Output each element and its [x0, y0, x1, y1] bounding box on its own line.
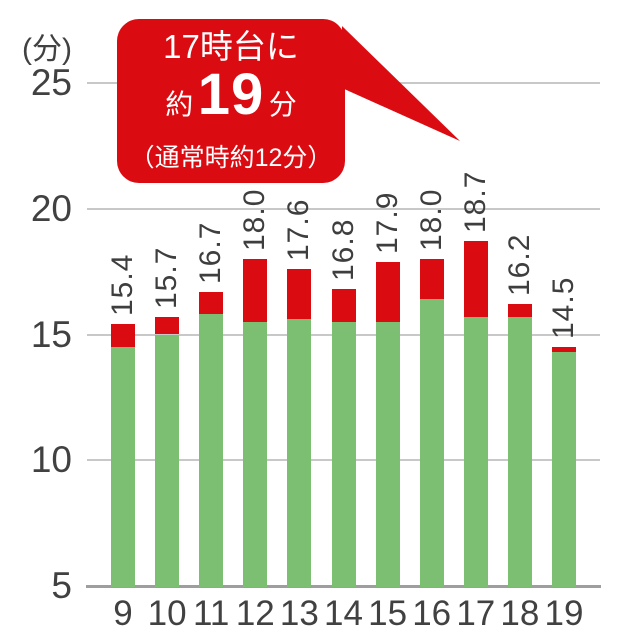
bar-segment-extra-10 — [155, 316, 180, 335]
bar-segment-normal-15 — [375, 321, 400, 587]
bar-value-label-10: 15.7 — [150, 246, 184, 309]
x-tick-label-16: 16 — [412, 594, 452, 633]
callout-approx-prefix: 約 — [165, 88, 194, 120]
callout-value-line: 約 19 分 — [165, 65, 297, 136]
bar-segment-extra-13 — [287, 269, 312, 320]
x-tick-label-15: 15 — [368, 594, 408, 633]
bar-value-label-17: 18.7 — [458, 171, 492, 234]
bar-value-label-13: 17.6 — [282, 198, 316, 262]
bar-value-label-18: 16.2 — [502, 233, 536, 297]
bar-segment-normal-12 — [243, 321, 268, 587]
y-tick-label-10: 10 — [30, 439, 72, 481]
bar-value-label-15: 17.9 — [370, 191, 404, 254]
bar-segment-extra-11 — [199, 291, 224, 315]
bar-value-label-11: 16.7 — [194, 221, 228, 284]
bar-value-label-19: 14.5 — [547, 276, 580, 340]
bar-segment-extra-18 — [507, 304, 532, 317]
y-tick-label-20: 20 — [30, 187, 72, 229]
x-tick-label-18: 18 — [500, 594, 540, 633]
bar-value-label-14: 16.8 — [326, 218, 360, 282]
bar-segment-normal-10 — [155, 334, 180, 587]
callout-note: （通常時約12分） — [129, 143, 333, 172]
bar-segment-normal-18 — [507, 316, 532, 587]
callout-bubble: 17時台に 約 19 分 （通常時約12分） — [117, 19, 345, 183]
x-tick-label-12: 12 — [235, 594, 275, 633]
x-tick-label-17: 17 — [456, 594, 496, 633]
x-tick-label-14: 14 — [324, 594, 363, 633]
y-tick-label-5: 5 — [51, 565, 72, 606]
bar-segment-normal-11 — [199, 314, 224, 587]
bar-value-label-9: 15.4 — [106, 254, 139, 317]
bar-segment-normal-19 — [552, 352, 576, 587]
x-tick-label-9: 9 — [113, 594, 133, 633]
y-tick-label-15: 15 — [30, 313, 72, 355]
bar-value-label-16: 18.0 — [414, 188, 448, 252]
x-tick-label-19: 19 — [544, 594, 584, 633]
bar-segment-normal-17 — [463, 316, 488, 587]
bar-segment-extra-9 — [111, 324, 135, 348]
bar-segment-normal-9 — [111, 347, 135, 587]
bar-value-label-12: 18.0 — [238, 188, 272, 252]
bar-segment-normal-14 — [331, 321, 356, 587]
bar-segment-normal-16 — [419, 299, 444, 587]
y-axis-unit-label: (分) — [22, 33, 72, 66]
x-tick-label-13: 13 — [279, 594, 319, 633]
bar-segment-extra-15 — [375, 261, 400, 322]
bar-segment-extra-17 — [463, 241, 488, 317]
gridline-20 — [87, 207, 600, 210]
bar-segment-normal-13 — [287, 319, 312, 587]
bar-segment-extra-14 — [331, 289, 356, 322]
y-tick-label-25: 25 — [30, 62, 72, 103]
callout-value: 19 — [197, 61, 265, 127]
bar-segment-extra-12 — [243, 259, 268, 322]
bar-segment-extra-19 — [552, 347, 576, 353]
callout-unit-suffix: 分 — [268, 88, 297, 120]
x-tick-label-10: 10 — [147, 594, 187, 633]
x-tick-label-11: 11 — [193, 594, 230, 633]
callout-heading: 17時台に — [163, 27, 299, 65]
bar-segment-extra-16 — [419, 259, 444, 300]
